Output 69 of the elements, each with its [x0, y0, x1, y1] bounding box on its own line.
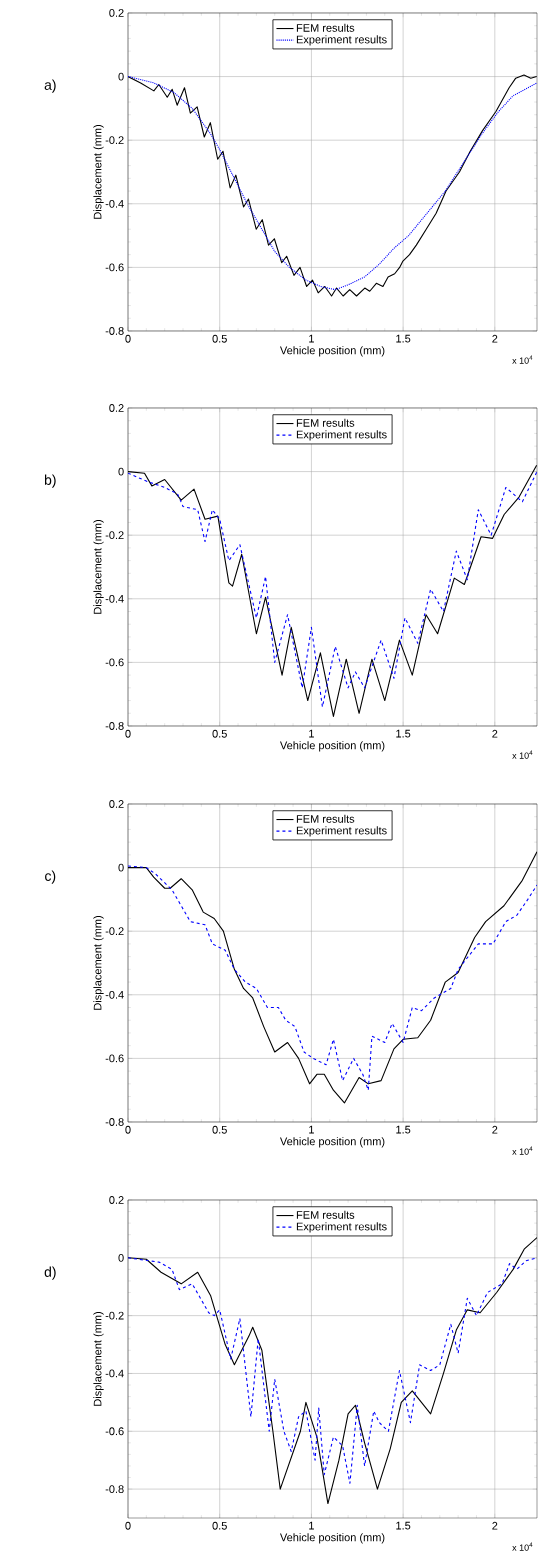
legend-label: FEM results — [296, 23, 355, 32]
y-tick-label: -0.4 — [105, 594, 124, 603]
x-tick-label: 1.5 — [396, 334, 411, 343]
y-tick-label: -0.4 — [105, 1369, 124, 1378]
legend-label: FEM results — [296, 418, 355, 427]
x-tick-label: 0 — [125, 1521, 131, 1530]
x-tick-label: 1 — [309, 1125, 314, 1134]
y-tick-label: 0.2 — [109, 9, 124, 17]
y-tick-label: 0 — [118, 467, 124, 476]
x-tick-label: 1.5 — [396, 1521, 411, 1530]
y-tick-label: -0.2 — [105, 136, 124, 145]
legend-label: Experiment results — [296, 826, 387, 837]
text: b) — [44, 474, 56, 488]
y-axis-title: Displacement (mm) — [93, 520, 104, 614]
y-tick-label: -0.8 — [105, 722, 124, 730]
y-tick-label: 0.2 — [109, 800, 124, 808]
x-tick-label: 0 — [125, 729, 131, 738]
legend-label: FEM results — [296, 814, 355, 823]
legend-label: Experiment results — [296, 430, 387, 441]
x-axis-title: Vehicle position (mm) — [279, 346, 385, 357]
y-tick-label: -0.2 — [105, 531, 124, 540]
y-tick-label: 0.2 — [109, 1196, 124, 1204]
y-axis-title: Displacement (mm) — [93, 1312, 104, 1406]
x-axis-title: Vehicle position (mm) — [279, 1533, 385, 1544]
y-tick-label: -0.2 — [105, 927, 124, 936]
y-tick-label: -0.2 — [105, 1311, 124, 1320]
x-tick-label: 0.5 — [212, 1521, 227, 1530]
x-tick-label: 1 — [309, 334, 314, 343]
x-tick-label: 0.5 — [212, 334, 227, 343]
x-axis-title: Vehicle position (mm) — [279, 1137, 385, 1148]
legend-label: Experiment results — [296, 1222, 387, 1233]
x-tick-label: 1.5 — [396, 729, 411, 738]
legend-label: Experiment results — [296, 35, 387, 46]
y-tick-label: -0.4 — [105, 199, 124, 208]
x-tick-label: 0 — [125, 334, 131, 343]
text: a) — [44, 79, 56, 93]
text: x 10$^{4}$ — [512, 750, 533, 759]
x-tick-label: 2 — [492, 1125, 498, 1134]
y-tick-label: -0.6 — [105, 1427, 124, 1436]
x-tick-label: 0.5 — [212, 729, 227, 738]
y-tick-label: 0 — [118, 72, 124, 81]
x-axis-title: Vehicle position (mm) — [279, 741, 385, 752]
x-tick-label: 1 — [309, 1521, 314, 1530]
y-tick-label: -0.6 — [105, 1054, 124, 1063]
y-axis-title: Displacement (mm) — [93, 916, 104, 1010]
x-tick-label: 0 — [125, 1125, 131, 1134]
text: x 10$^{4}$ — [512, 1542, 533, 1551]
text: d) — [44, 1266, 56, 1280]
text: c) — [45, 870, 56, 884]
x-tick-label: 1.5 — [396, 1125, 411, 1134]
y-tick-label: 0.2 — [109, 404, 124, 412]
line-series — [128, 1257, 537, 1484]
y-tick-label: -0.8 — [105, 327, 124, 335]
y-tick-label: -0.8 — [105, 1118, 124, 1126]
x-tick-label: 1 — [309, 729, 314, 738]
legend-label: FEM results — [296, 1210, 355, 1219]
y-tick-label: -0.6 — [105, 658, 124, 667]
y-tick-label: -0.6 — [105, 263, 124, 272]
text: x 10$^{4}$ — [512, 355, 533, 364]
y-axis-title: Displacement (mm) — [93, 125, 104, 219]
y-tick-label: -0.8 — [105, 1485, 124, 1493]
y-tick-label: 0 — [118, 1253, 124, 1262]
text: x 10$^{4}$ — [512, 1146, 533, 1155]
y-tick-label: -0.4 — [105, 990, 124, 999]
y-tick-label: 0 — [118, 863, 124, 872]
x-tick-label: 2 — [492, 334, 498, 343]
x-tick-label: 2 — [492, 729, 498, 738]
x-tick-label: 2 — [492, 1521, 498, 1530]
x-tick-label: 0.5 — [212, 1125, 227, 1134]
